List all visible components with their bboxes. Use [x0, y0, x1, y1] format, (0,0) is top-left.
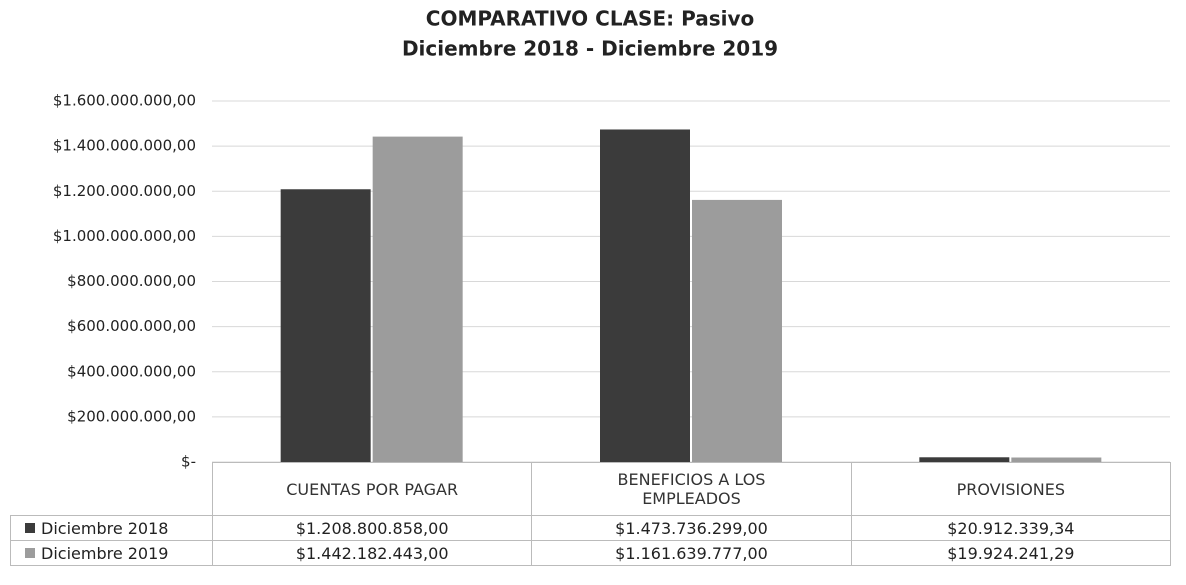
legend-label: Diciembre 2019: [41, 543, 169, 563]
category-header: PROVISIONES: [850, 462, 1171, 516]
legend-label: Diciembre 2018: [41, 518, 169, 538]
value-cell: $19.924.241,29: [850, 540, 1171, 566]
y-tick-label: $600.000.000,00: [67, 317, 196, 335]
legend-cell: Diciembre 2018: [10, 515, 213, 541]
value-cell: $20.912.339,34: [850, 515, 1171, 541]
y-tick-label: $1.200.000.000,00: [53, 182, 196, 200]
bar: [1011, 457, 1102, 462]
y-tick-label: $1.400.000.000,00: [53, 137, 196, 155]
y-tick-label: $-: [181, 453, 196, 471]
y-tick-label: $400.000.000,00: [67, 362, 196, 380]
y-tick-label: $200.000.000,00: [67, 407, 196, 425]
value-cell: $1.161.639.777,00: [531, 540, 852, 566]
chart-subtitle: Diciembre 2018 - Diciembre 2019: [402, 37, 778, 61]
bar: [600, 129, 690, 462]
y-tick-label: $800.000.000,00: [67, 272, 196, 290]
category-header: CUENTAS POR PAGAR: [212, 462, 533, 516]
bar: [919, 457, 1010, 462]
chart-title: COMPARATIVO CLASE: Pasivo: [426, 7, 754, 31]
bar: [280, 189, 371, 462]
bar: [692, 199, 782, 462]
legend-swatch: [25, 523, 35, 533]
value-cell: $1.208.800.858,00: [212, 515, 533, 541]
y-tick-label: $1.600.000.000,00: [53, 92, 196, 110]
legend-swatch: [25, 548, 35, 558]
category-header: BENEFICIOS A LOS EMPLEADOS: [531, 462, 852, 516]
value-cell: $1.473.736.299,00: [531, 515, 852, 541]
value-cell: $1.442.182.443,00: [212, 540, 533, 566]
legend-cell: Diciembre 2019: [10, 540, 213, 566]
y-tick-label: $1.000.000.000,00: [53, 227, 196, 245]
bar: [372, 136, 463, 462]
